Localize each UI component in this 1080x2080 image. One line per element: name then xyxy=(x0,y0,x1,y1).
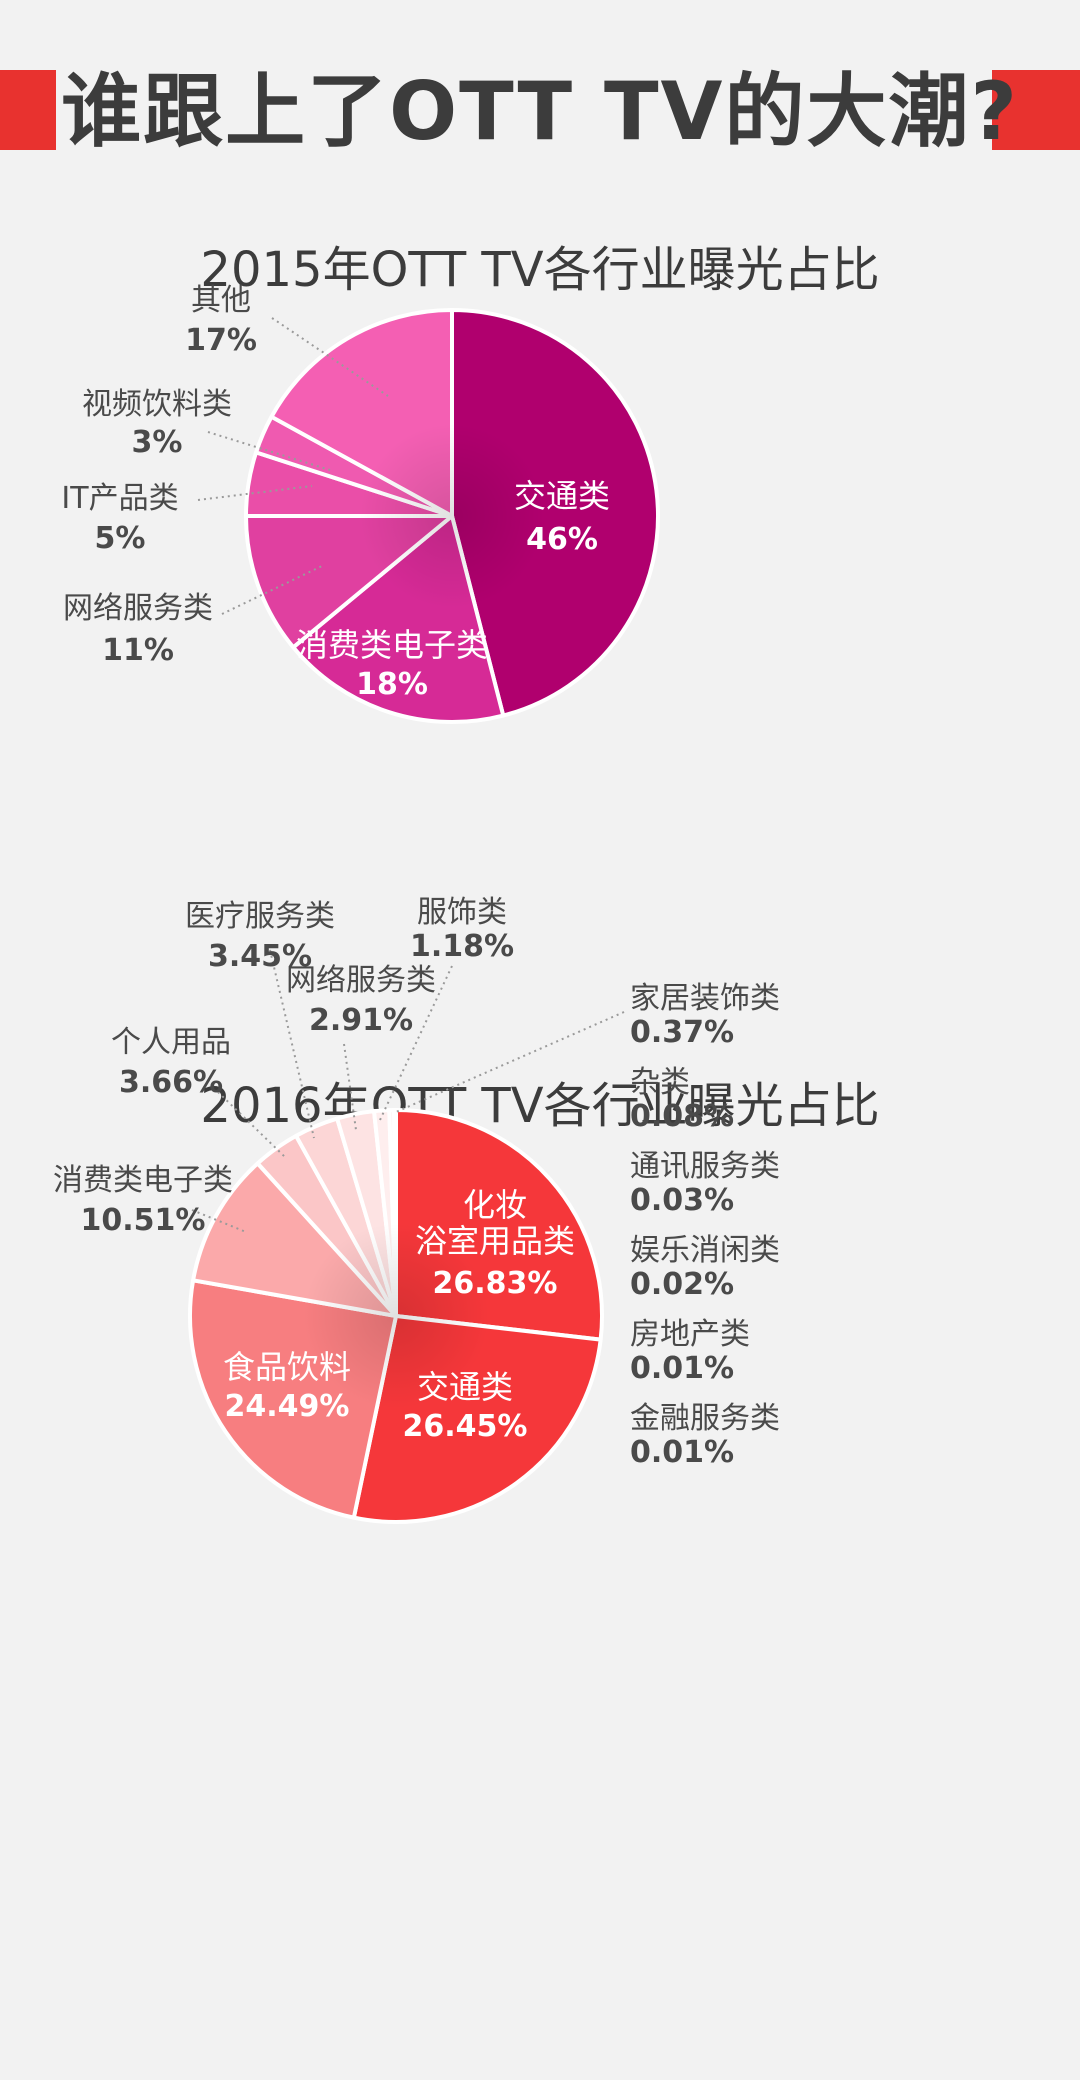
slice-label: 网络服务类 xyxy=(286,963,436,998)
slice-label: 金融服务类 xyxy=(630,1401,780,1436)
slice-value-label: 1.18% xyxy=(410,929,514,964)
title-accent-right xyxy=(992,70,1080,150)
pie-shading xyxy=(246,310,658,722)
slice-label: 通讯服务类 xyxy=(630,1149,780,1184)
leader-line xyxy=(269,949,315,1139)
chart-2016-title: 2016年OTT TV各行业曝光占比 xyxy=(200,1078,880,1134)
slice-label: 个人用品 xyxy=(111,1025,231,1060)
slice-value-label: 0.01% xyxy=(630,1435,734,1470)
leader-line xyxy=(217,1091,287,1159)
slice-label: 交通类 xyxy=(417,1368,513,1406)
leader-line xyxy=(379,965,453,1121)
slice-value-label: 46% xyxy=(526,522,598,557)
slice-label: 娱乐消闲类 xyxy=(630,1233,780,1268)
slice-value-label: 3% xyxy=(132,425,183,460)
slice-label: 化妆 xyxy=(463,1186,527,1224)
slice-label: 消费类电子类 xyxy=(296,626,488,664)
slice-label: 食品饮料 xyxy=(223,1348,351,1386)
leader-line xyxy=(343,1043,357,1131)
slice-value-label: 0.08% xyxy=(630,1099,734,1134)
slice-label: 杂类 xyxy=(630,1065,690,1100)
slice-value-label: 17% xyxy=(185,323,257,358)
slice-label: 网络服务类 xyxy=(63,591,213,626)
slice-value-label: 5% xyxy=(95,521,146,556)
slice-value-label: 26.83% xyxy=(433,1266,558,1301)
slice-label: 其他 xyxy=(191,283,251,318)
chart-2015-title: 2015年OTT TV各行业曝光占比 xyxy=(200,242,880,298)
slice-value-label: 0.02% xyxy=(630,1267,734,1302)
slice-value-label: 11% xyxy=(102,633,174,668)
slice-value-label: 2.91% xyxy=(309,1003,413,1038)
slice-value-label: 0.03% xyxy=(630,1183,734,1218)
slice-value-label: 10.51% xyxy=(81,1203,206,1238)
page-title: 谁跟上了OTT TV的大潮? xyxy=(61,65,1019,158)
leader-line xyxy=(191,1209,247,1233)
slice-label: 浴室用品类 xyxy=(415,1222,575,1260)
slice-label: 房地产类 xyxy=(630,1317,750,1352)
title-accent-left xyxy=(0,70,56,150)
slice-value-label: 0.37% xyxy=(630,1015,734,1050)
leader-line xyxy=(197,485,313,501)
slice-label: 视频饮料类 xyxy=(82,387,232,422)
slice-label: IT产品类 xyxy=(61,481,178,516)
pie-shading xyxy=(190,1110,602,1522)
leader-line xyxy=(395,1011,625,1113)
leader-line xyxy=(221,565,323,615)
slice-value-label: 18% xyxy=(356,667,428,702)
slice-value-label: 24.49% xyxy=(225,1389,350,1424)
slice-value-label: 0.01% xyxy=(630,1351,734,1386)
slice-value-label: 3.66% xyxy=(119,1065,223,1100)
slice-label: 服饰类 xyxy=(417,895,507,930)
slice-label: 家居装饰类 xyxy=(630,981,780,1016)
slice-label: 消费类电子类 xyxy=(53,1163,233,1198)
slice-label: 医疗服务类 xyxy=(185,899,335,934)
slice-label: 交通类 xyxy=(514,477,610,515)
slice-value-label: 26.45% xyxy=(403,1409,528,1444)
slice-value-label: 3.45% xyxy=(208,939,312,974)
